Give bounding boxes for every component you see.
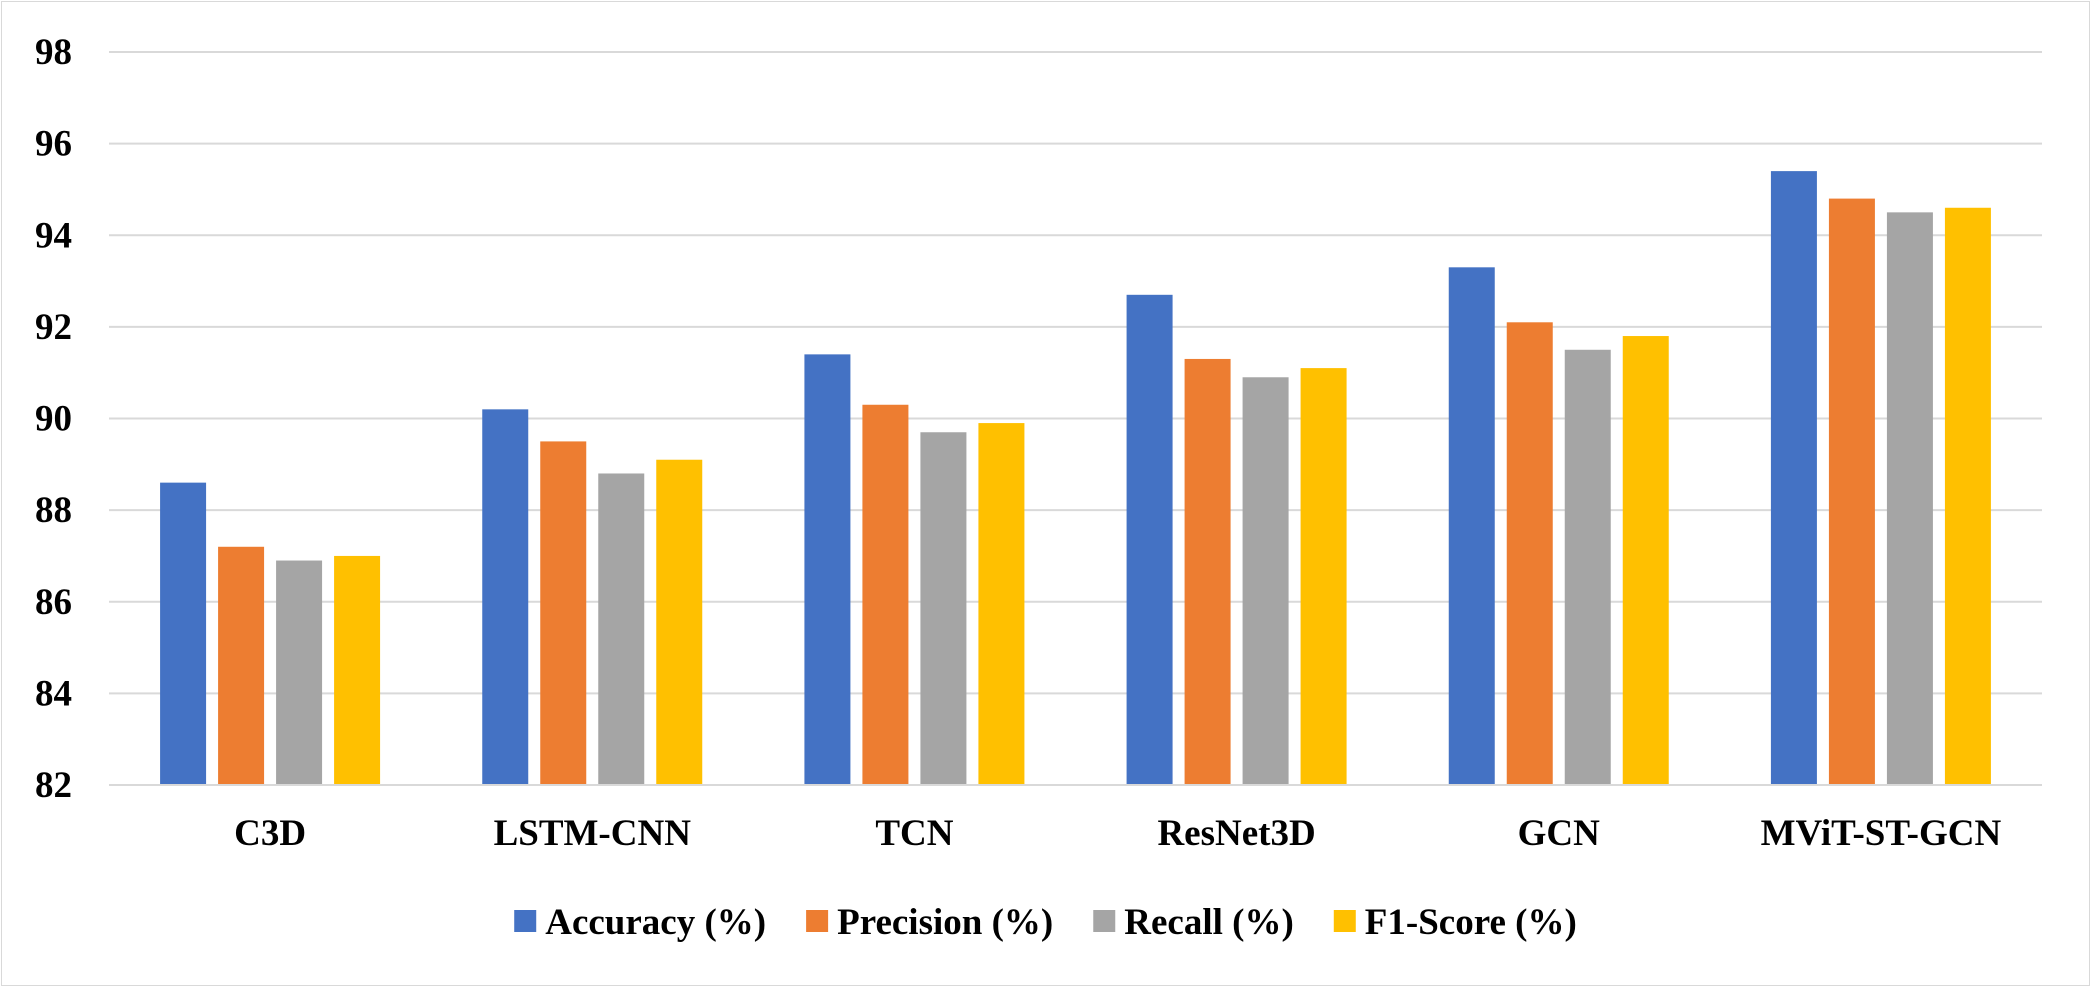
legend-swatch — [1333, 910, 1356, 932]
bar-tcn-precision — [862, 404, 909, 785]
legend: Accuracy (%) Precision (%) Recall (%) F1-Sc… — [514, 902, 1577, 943]
bar-lstm-cnn-precision — [540, 441, 587, 785]
bar-c3d-recall — [276, 560, 323, 785]
axes: 82 84 86 88 90 92 94 96 98 C3D LSTM-CNN TCN ResNet3D… — [35, 32, 2042, 854]
bar-tcn-recall — [920, 432, 967, 785]
bar-mvit-st-gcn-accuracy — [1770, 171, 1817, 786]
legend-swatch — [514, 910, 537, 932]
bar-gcn-recall — [1564, 349, 1611, 785]
legend-item-precision: Precision (%) — [806, 902, 1053, 943]
legend-swatch — [1093, 910, 1116, 932]
legend-swatch — [806, 910, 829, 932]
bar-resnet3d-accuracy — [1126, 294, 1173, 785]
bar-c3d-f1-score — [334, 555, 381, 785]
legend-item-recall: Recall (%) — [1093, 902, 1294, 943]
bar-c3d-accuracy — [160, 482, 207, 785]
bar-c3d-precision — [218, 546, 265, 785]
y-tick-label: 86 — [35, 582, 72, 623]
bar-resnet3d-recall — [1242, 377, 1289, 785]
y-tick-label: 98 — [35, 32, 72, 73]
bar-resnet3d-f1-score — [1300, 368, 1347, 785]
x-tick-label: ResNet3D — [1157, 813, 1315, 854]
legend-label: F1-Score (%) — [1365, 902, 1577, 943]
y-tick-label: 84 — [35, 673, 72, 714]
y-tick-label: 90 — [35, 399, 72, 440]
x-tick-label: LSTM-CNN — [494, 813, 692, 854]
y-tick-label: 82 — [35, 765, 72, 806]
bar-mvit-st-gcn-precision — [1828, 198, 1875, 786]
x-tick-label: TCN — [875, 813, 953, 854]
legend-item-accuracy: Accuracy (%) — [514, 902, 766, 943]
y-tick-label: 92 — [35, 307, 72, 348]
y-tick-label: 88 — [35, 490, 72, 531]
bar-gcn-precision — [1506, 322, 1553, 785]
bar-gcn-accuracy — [1448, 267, 1495, 786]
bar-resnet3d-precision — [1184, 358, 1231, 785]
legend-label: Accuracy (%) — [545, 902, 766, 943]
bar-lstm-cnn-recall — [598, 473, 645, 785]
bar-tcn-f1-score — [978, 423, 1025, 785]
x-tick-label: C3D — [234, 813, 306, 854]
gridlines — [109, 51, 2042, 786]
y-tick-label: 96 — [35, 124, 72, 165]
bar-tcn-accuracy — [804, 354, 851, 785]
bar-gcn-f1-score — [1622, 336, 1669, 785]
bar-mvit-st-gcn-f1-score — [1944, 207, 1991, 785]
bar-mvit-st-gcn-recall — [1886, 212, 1933, 785]
y-tick-label: 94 — [35, 215, 72, 256]
bar-lstm-cnn-f1-score — [656, 459, 703, 785]
legend-item-f1-score: F1-Score (%) — [1333, 902, 1577, 943]
legend-label: Precision (%) — [837, 902, 1053, 943]
bar-lstm-cnn-accuracy — [482, 409, 529, 785]
legend-label: Recall (%) — [1124, 902, 1294, 943]
bars — [160, 171, 1991, 786]
x-tick-label: GCN — [1518, 813, 1601, 854]
x-tick-label: MViT-ST-GCN — [1761, 813, 2002, 854]
